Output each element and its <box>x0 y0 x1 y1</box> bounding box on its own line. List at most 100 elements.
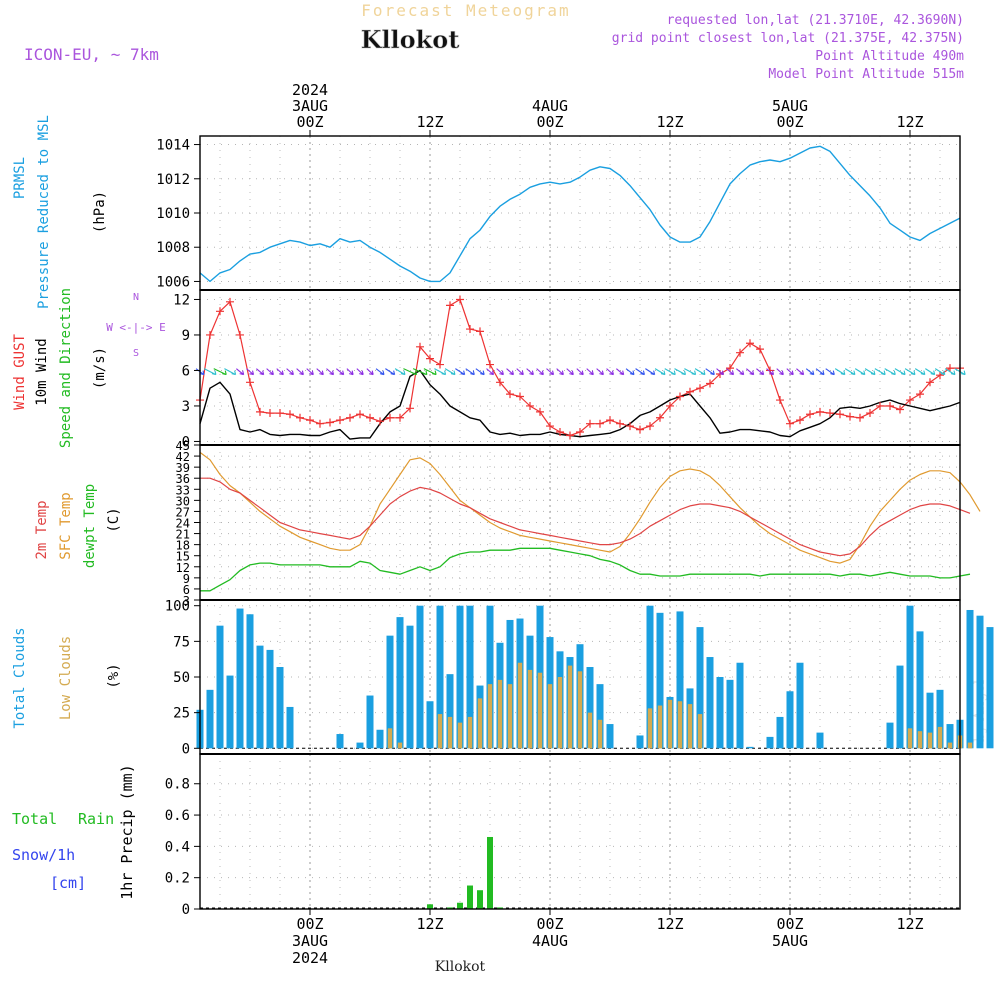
wind-direction-arrow <box>874 368 886 376</box>
y-tick-label: 50 <box>173 670 190 686</box>
model-label: ICON-EU, ~ 7km <box>24 45 159 64</box>
gust-point <box>796 416 804 425</box>
y-tick-label: 36 <box>176 472 190 486</box>
gust-point <box>746 339 754 348</box>
wind-direction-arrow <box>925 368 936 376</box>
wind-direction-arrow <box>726 368 735 376</box>
wind-direction-arrow <box>756 368 765 376</box>
gust-point <box>376 417 384 426</box>
gust-point <box>366 413 374 422</box>
y-tick-label: 0.4 <box>165 839 190 855</box>
axes-layer: 1006100810101012101403691236912151821242… <box>156 130 961 918</box>
wind-direction-arrow <box>394 368 406 376</box>
low-cloud-bar <box>677 701 683 749</box>
time-label-bottom: 5AUG <box>772 932 808 950</box>
total-cloud-bar <box>706 657 714 749</box>
prmsl-label: PRMSL <box>12 157 28 199</box>
gust-point <box>926 378 934 387</box>
gust-point <box>466 325 474 334</box>
y-tick-label: 1012 <box>156 172 190 188</box>
gust-point <box>736 348 744 357</box>
total-cloud-bar <box>636 735 644 749</box>
wind-direction-arrow <box>412 368 428 376</box>
total-cloud-bar <box>766 736 774 749</box>
gust-point <box>836 410 844 419</box>
gust-point <box>256 407 264 416</box>
total-cloud-bar <box>926 692 934 749</box>
total-cloud-bar <box>746 746 754 749</box>
low-cloud-bar <box>457 722 463 749</box>
gust-point <box>536 407 544 416</box>
wind-direction-arrow <box>844 368 856 376</box>
gust-point <box>576 427 584 436</box>
wind-direction-arrow <box>716 368 724 376</box>
gust-point <box>626 422 634 431</box>
wind-direction-arrow <box>864 368 876 376</box>
wind-direction-arrow <box>606 368 614 376</box>
rain-bar <box>477 890 483 909</box>
gust-point <box>426 354 434 363</box>
wind-direction-arrow <box>336 368 345 376</box>
wind-direction-arrow <box>776 368 784 376</box>
low-cloud-bar <box>587 712 593 749</box>
y-tick-label: 75 <box>173 634 190 650</box>
wind-direction-arrow <box>246 368 255 376</box>
total-cloud-bar <box>736 662 744 749</box>
low-cloud-bar <box>527 669 533 749</box>
wind-direction-arrow <box>746 368 755 376</box>
low-cloud-bar <box>577 671 583 749</box>
gust-point <box>566 431 574 440</box>
time-label-top: 12Z <box>656 113 683 131</box>
total-cloud-bar <box>916 631 924 749</box>
gust-point <box>636 425 644 434</box>
gust-point <box>386 413 394 422</box>
time-label-top: 00Z <box>536 113 563 131</box>
time-label-top: 00Z <box>776 113 803 131</box>
wind-direction-arrow <box>516 368 524 376</box>
low-cloud-bar <box>477 698 483 749</box>
gust-point <box>456 295 464 304</box>
gust-point <box>416 342 424 351</box>
time-label-bottom: 00Z <box>776 915 803 933</box>
gust-point <box>826 409 834 418</box>
time-label-top: 12Z <box>416 113 443 131</box>
gust-point <box>896 405 904 414</box>
wind-direction-arrow <box>576 368 584 376</box>
total-cloud-bar <box>206 689 214 749</box>
low-cloud-bar <box>687 704 693 749</box>
low-cloud-bar <box>667 699 673 749</box>
low-cloud-bar <box>947 742 953 749</box>
time-label-bottom: 00Z <box>296 915 323 933</box>
time-label-bottom: 12Z <box>896 915 923 933</box>
wind-direction-arrow <box>375 368 385 376</box>
total-cloud-bar <box>406 625 414 749</box>
wind-direction-arrow <box>586 368 594 376</box>
wind-direction-arrow <box>934 368 946 376</box>
top-title: Forecast Meteogram <box>361 1 570 20</box>
rain-bar <box>457 902 463 909</box>
gust-point <box>876 401 884 410</box>
y-tick-label: 0.2 <box>165 871 190 887</box>
total-cloud-bar <box>236 608 244 749</box>
wind-direction-arrow <box>306 368 314 376</box>
gust-point <box>696 384 704 393</box>
gust-point <box>946 364 954 373</box>
y-tick-label: 100 <box>165 599 190 615</box>
total-cloud-bar <box>606 724 614 749</box>
wind-direction-arrow <box>854 368 866 376</box>
y-tick-label: 25 <box>173 706 190 722</box>
gust-point <box>706 379 714 388</box>
y-tick-label: 1014 <box>156 138 190 154</box>
wind-direction-arrow <box>546 368 555 376</box>
gust-point <box>866 409 874 418</box>
gust-point <box>486 360 494 369</box>
wind-direction-arrow <box>664 368 676 376</box>
wind-direction-arrow <box>766 368 775 376</box>
temp-2m-line <box>200 477 971 557</box>
gust-label: Wind GUST <box>12 334 28 410</box>
time-label-bottom: 12Z <box>656 915 683 933</box>
low-cloud-bar <box>547 684 553 749</box>
wind-direction-arrow <box>825 368 835 376</box>
wind-direction-arrow <box>423 368 437 376</box>
